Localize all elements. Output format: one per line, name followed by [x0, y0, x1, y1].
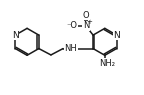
Text: N: N [12, 31, 19, 40]
Text: NH₂: NH₂ [99, 59, 115, 68]
Text: N: N [113, 31, 120, 40]
Text: +: + [86, 19, 92, 25]
Text: ⁻O: ⁻O [67, 21, 78, 30]
Text: O: O [83, 11, 89, 20]
Text: N: N [83, 21, 89, 30]
Text: NH: NH [65, 44, 77, 53]
